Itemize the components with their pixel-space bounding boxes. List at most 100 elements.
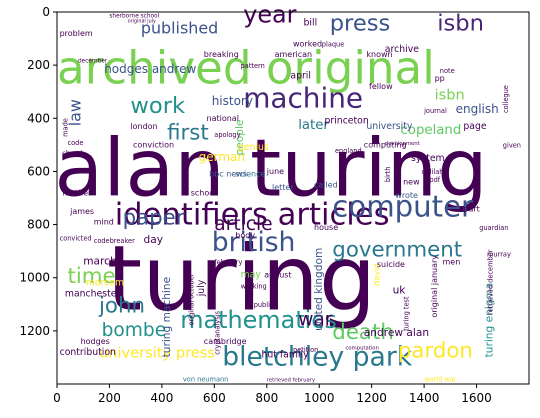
word-genius: genius [238, 142, 269, 153]
x-tick-label: 200 [98, 391, 121, 405]
word-plaque: plaque [322, 41, 344, 49]
word-original-october: original october [187, 273, 195, 325]
x-tick-label: 1000 [304, 391, 335, 405]
word-june: june [266, 167, 284, 176]
word-petition: petition [293, 346, 318, 354]
y-tick-label: 1200 [19, 324, 50, 338]
x-tick-label: 1200 [356, 391, 387, 405]
word-bbc-news: bbc news [209, 170, 247, 179]
word-public: public [254, 301, 274, 309]
word-cambridge: cambridge [204, 337, 247, 346]
word-von-neumann: von neumann [183, 375, 228, 383]
word-church: church [62, 150, 84, 158]
word-machine: machine [243, 82, 363, 115]
word-birth: birth [384, 167, 392, 183]
word-national: national [207, 114, 239, 123]
word-university: university [366, 121, 412, 132]
word-men: men [443, 257, 461, 266]
word-england: england [335, 147, 362, 155]
word-august: august [264, 271, 291, 280]
word-retrieved-february: retrieved february [267, 377, 315, 383]
word-mind: mind [94, 218, 114, 227]
word-house: house [314, 223, 338, 232]
y-tick-label: 200 [27, 58, 50, 72]
word-working: working [241, 282, 267, 290]
word-work: work [130, 93, 186, 119]
word-system: system [411, 153, 445, 164]
word-letter: letter [272, 183, 294, 192]
word-part: part [463, 204, 479, 213]
word-cryptanalysis: cryptanalysis [214, 311, 222, 355]
word-wrote: wrote [395, 191, 418, 200]
word-english: english [456, 102, 499, 116]
word-page: page [463, 121, 486, 132]
word-problem: problem [60, 29, 93, 38]
word-contribution: contribution [60, 347, 116, 358]
word-james: james [69, 207, 94, 216]
plot-area: turingalan turingarchived originalidenti… [54, 1, 529, 384]
x-tick-label: 1400 [409, 391, 440, 405]
word-original-january: original january [430, 255, 439, 318]
word-mother: mother [62, 188, 92, 197]
word-february: february [214, 258, 242, 266]
word-morcom: morcom [86, 278, 124, 289]
word-apology: apology [214, 131, 240, 139]
word-december: december [78, 59, 108, 65]
word-andrew-alan: andrew alan [364, 327, 429, 339]
word-made: made [62, 118, 70, 137]
word-collegue: collegue [502, 85, 510, 113]
word-pdf: pdf [429, 176, 440, 184]
word-fellow: fellow [369, 82, 393, 91]
word-worked: worked [293, 40, 322, 49]
word-turing-test: turing test [402, 296, 410, 331]
word-breaking: breaking [204, 50, 239, 59]
word-march: march [83, 255, 116, 267]
word-known: known [366, 50, 392, 59]
word-princeton: princeton [325, 116, 369, 127]
x-tick-label: 0 [53, 391, 61, 405]
word-uk: uk [393, 285, 407, 297]
word-development: development [385, 141, 420, 147]
x-tick-label: 800 [255, 391, 278, 405]
word-april: april [290, 70, 311, 81]
word-conviction: conviction [133, 141, 174, 150]
word-united-kingdom: united kingdom [313, 248, 325, 331]
word-london: london [130, 122, 157, 131]
word-american: american [275, 50, 313, 59]
y-tick-label: 1000 [19, 271, 50, 285]
y-tick-label: 400 [27, 111, 50, 125]
word-may: may [241, 270, 262, 281]
word-year: year [243, 1, 296, 29]
word-world-war: world war [424, 375, 457, 383]
word-pattern: pattern [241, 62, 265, 70]
y-tick-label: 0 [42, 5, 50, 19]
word-history: history [212, 94, 253, 108]
x-tick-label: 1600 [461, 391, 492, 405]
word-paper: paper [123, 206, 185, 231]
word-suicide: suicide [377, 260, 405, 269]
word-delilah: delilah [422, 168, 444, 176]
word-sherborne-school: sherborne school [109, 13, 159, 19]
word-note: note [440, 67, 455, 75]
y-tick-label: 600 [27, 164, 50, 178]
y-tick-label: 800 [27, 218, 50, 232]
word-code: code [68, 139, 84, 147]
word-hodges-andrew: hodges andrew [104, 62, 196, 76]
word-body: body [235, 231, 255, 240]
x-tick-label: 400 [150, 391, 173, 405]
word-july: july [196, 279, 207, 297]
word-pp: pp [435, 74, 445, 83]
word-convicted: convicted [60, 235, 92, 243]
word-isbn: isbn [437, 11, 484, 37]
word-codebreaker: codebreaker [94, 237, 135, 245]
word-manchester: manchester [65, 288, 121, 299]
word-school: school [191, 188, 217, 197]
word-guardian: guardian [479, 224, 508, 232]
word-bombe: bombe [102, 320, 167, 341]
word-day: day [144, 234, 164, 246]
x-tick-label: 600 [203, 391, 226, 405]
word-university-press: university press [99, 344, 215, 361]
word-new: new [403, 178, 420, 187]
word-called: called [314, 180, 338, 189]
word-bill: bill [304, 17, 318, 28]
